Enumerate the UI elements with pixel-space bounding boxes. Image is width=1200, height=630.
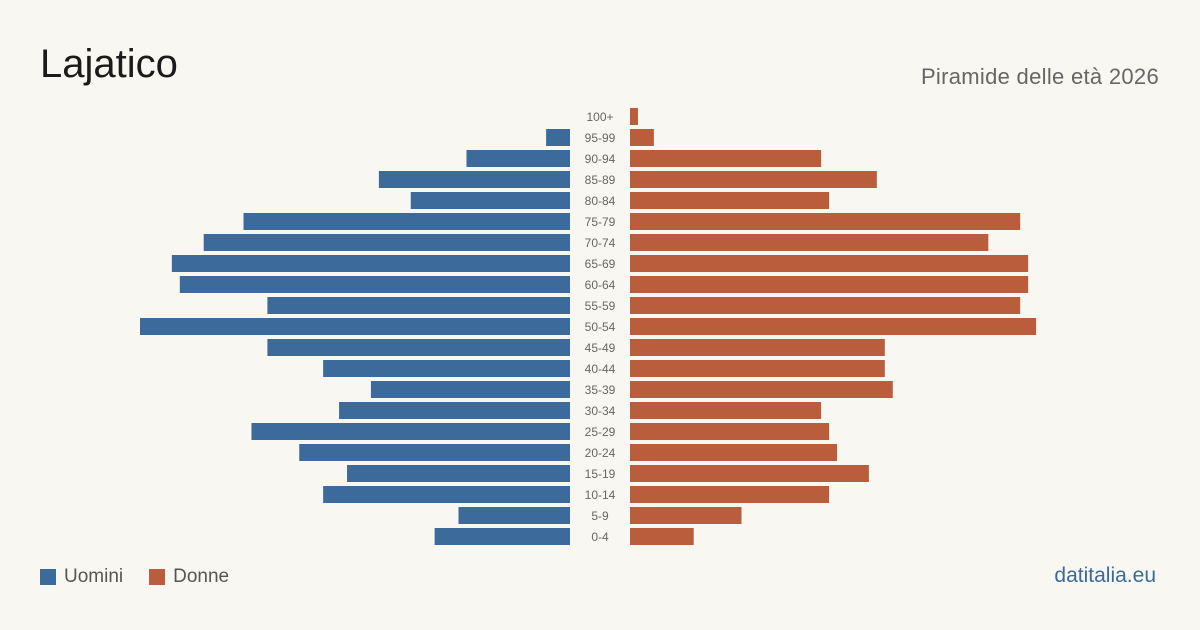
bar-male-80-84 [410,192,570,209]
bar-female-60-64 [630,276,1029,293]
bar-male-20-24 [299,444,570,461]
bar-female-35-39 [630,381,893,398]
bar-female-45-49 [630,339,885,356]
age-label-25-29: 25-29 [585,425,616,439]
bar-female-75-79 [630,213,1021,230]
legend-label-female: Donne [173,566,230,587]
chart-subtitle: Piramide delle età 2026 [920,64,1159,89]
age-label-20-24: 20-24 [585,446,616,460]
age-label-95-99: 95-99 [585,131,616,145]
bar-female-85-89 [630,171,877,188]
bar-female-15-19 [630,465,869,482]
bar-female-100+ [630,108,638,125]
bar-male-55-59 [267,297,570,314]
bar-male-40-44 [323,360,570,377]
bar-male-30-34 [339,402,570,419]
bar-male-95-99 [546,129,570,146]
age-label-40-44: 40-44 [585,362,616,376]
bar-female-90-94 [630,150,822,167]
legend-item-female: Donne [149,566,229,588]
bar-male-65-69 [171,255,570,272]
age-label-85-89: 85-89 [585,173,616,187]
bar-male-0-4 [434,528,570,545]
age-label-75-79: 75-79 [585,215,616,229]
age-label-70-74: 70-74 [585,236,616,250]
bar-female-55-59 [630,297,1021,314]
age-label-30-34: 30-34 [585,404,616,418]
bar-female-70-74 [630,234,989,251]
age-label-50-54: 50-54 [585,320,616,334]
age-label-90-94: 90-94 [585,152,616,166]
bar-male-90-94 [466,150,570,167]
bar-female-95-99 [630,129,654,146]
bar-female-50-54 [630,318,1037,335]
bar-female-65-69 [630,255,1029,272]
age-label-60-64: 60-64 [585,278,616,292]
bar-male-10-14 [323,486,570,503]
bar-male-15-19 [347,465,570,482]
bar-male-50-54 [140,318,570,335]
bar-female-30-34 [630,402,822,419]
bar-male-60-64 [179,276,570,293]
legend-label-male: Uomini [64,566,124,587]
age-label-35-39: 35-39 [585,383,616,397]
bar-female-40-44 [630,360,885,377]
bar-male-75-79 [243,213,570,230]
legend-swatch-male [40,569,56,585]
age-label-80-84: 80-84 [585,194,616,208]
bar-male-70-74 [203,234,570,251]
bar-female-80-84 [630,192,830,209]
age-label-15-19: 15-19 [585,467,616,481]
age-label-0-4: 0-4 [591,530,609,544]
bar-male-5-9 [458,507,570,524]
page-title: Lajatico [40,42,178,86]
bar-female-10-14 [630,486,830,503]
legend-swatch-female [149,569,166,585]
bar-female-20-24 [630,444,838,461]
bar-female-5-9 [630,507,742,524]
bar-female-0-4 [630,528,694,545]
bar-female-25-29 [630,423,830,440]
age-label-45-49: 45-49 [585,341,616,355]
age-label-5-9: 5-9 [591,509,609,523]
age-label-65-69: 65-69 [585,257,616,271]
bar-male-85-89 [378,171,570,188]
age-label-100+: 100+ [586,110,613,124]
legend-item-male: Uomini [40,566,123,588]
bar-male-35-39 [370,381,570,398]
age-label-55-59: 55-59 [585,299,616,313]
bar-male-45-49 [267,339,570,356]
bar-male-25-29 [251,423,570,440]
source-link[interactable]: datitalia.eu [1054,564,1156,587]
chart-legend: Uomini Donne [40,566,255,588]
age-label-10-14: 10-14 [585,488,616,502]
